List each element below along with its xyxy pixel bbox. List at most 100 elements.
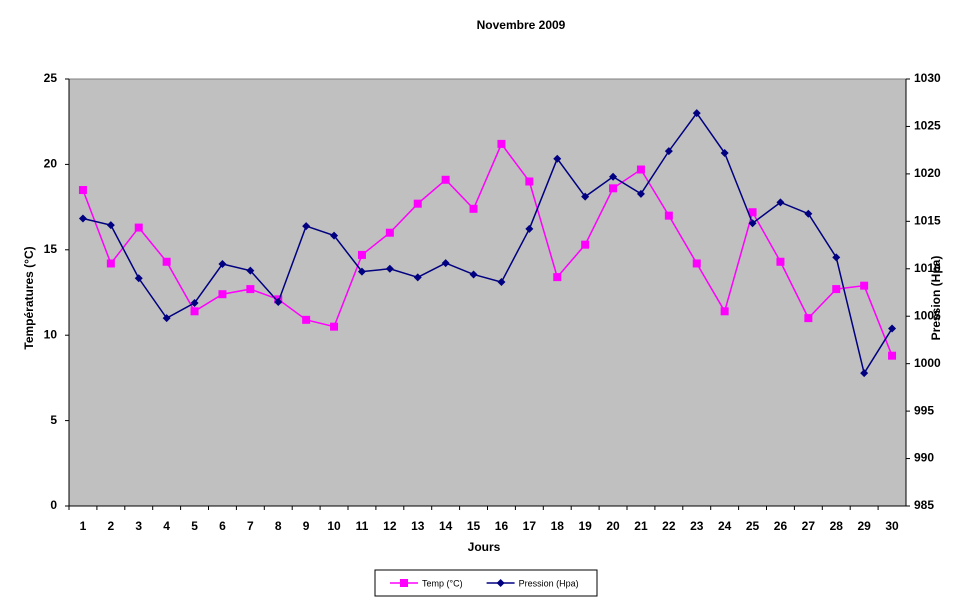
point [274, 297, 283, 306]
chart-title: Novembre 2009 [477, 18, 566, 32]
x-tick-label: 2 [108, 519, 115, 533]
x-tick-label: 29 [857, 519, 871, 533]
x-tick-label: 16 [495, 519, 509, 533]
x-tick-label: 24 [718, 519, 732, 533]
y-tick-label: 5 [50, 413, 57, 427]
y2-tick-label: 1015 [914, 214, 941, 228]
point [134, 274, 143, 283]
y-tick-label: 25 [44, 71, 58, 85]
point [664, 211, 673, 220]
point [553, 154, 562, 163]
point [720, 307, 729, 316]
point [720, 149, 729, 158]
point [832, 285, 841, 294]
point [636, 165, 645, 174]
legend-label: Pression (Hpa) [519, 578, 579, 588]
point [441, 259, 450, 268]
x-tick-label: 28 [830, 519, 844, 533]
y2-tick-label: 1025 [914, 119, 941, 133]
x-tick-label: 17 [523, 519, 537, 533]
point [525, 224, 534, 233]
y2-tick-label: 1005 [914, 308, 941, 322]
point [553, 273, 562, 282]
point [441, 175, 450, 184]
point [497, 139, 506, 148]
point [246, 266, 255, 275]
point [860, 281, 869, 290]
point [385, 228, 394, 237]
point [469, 270, 478, 279]
x-tick-label: 13 [411, 519, 425, 533]
x-tick-label: 26 [774, 519, 788, 533]
point [581, 192, 590, 201]
y2-tick-label: 995 [914, 403, 934, 417]
point [664, 147, 673, 156]
x-tick-label: 5 [191, 519, 198, 533]
x-tick-label: 9 [303, 519, 310, 533]
x-tick-label: 7 [247, 519, 254, 533]
legend-label: Temp (°C) [422, 578, 463, 588]
x-tick-label: 19 [578, 519, 592, 533]
x-tick-label: 23 [690, 519, 704, 533]
point [776, 198, 785, 207]
point [78, 186, 87, 195]
point [860, 369, 869, 378]
point [497, 278, 506, 287]
series-line [82, 111, 893, 376]
x-tick-label: 14 [439, 519, 453, 533]
point [748, 208, 757, 217]
point [302, 222, 311, 231]
x-tick-label: 1 [80, 519, 87, 533]
y2-tick-label: 1000 [914, 356, 941, 370]
legend-marker [400, 579, 408, 587]
point [106, 221, 115, 230]
x-tick-label: 11 [356, 519, 369, 533]
point [748, 219, 757, 228]
point [413, 273, 422, 282]
point [581, 240, 590, 249]
y-tick-label: 20 [44, 157, 58, 171]
point [357, 267, 366, 276]
point [413, 199, 422, 208]
point [190, 307, 199, 316]
point [330, 231, 339, 240]
point [692, 109, 701, 118]
point [609, 184, 618, 193]
point [804, 314, 813, 323]
y-tick-label: 0 [50, 498, 57, 512]
point [162, 314, 171, 323]
point [106, 259, 115, 268]
point [776, 257, 785, 266]
point [330, 322, 339, 331]
x-tick-label: 10 [327, 519, 341, 533]
point [302, 315, 311, 324]
x-tick-label: 21 [634, 519, 648, 533]
point [385, 264, 394, 273]
point [692, 259, 701, 268]
point [469, 204, 478, 213]
x-tick-label: 20 [606, 519, 620, 533]
y2-axis-title: Pression (Hpa) [929, 256, 943, 341]
point [609, 172, 618, 181]
point [246, 285, 255, 294]
y-axis-title: Températures (°C) [22, 246, 36, 349]
x-axis-title: Jours [468, 540, 501, 554]
x-tick-label: 18 [551, 519, 565, 533]
x-tick-label: 6 [219, 519, 226, 533]
y2-tick-label: 990 [914, 451, 934, 465]
x-tick-label: 12 [383, 519, 397, 533]
point [218, 260, 227, 269]
y2-tick-label: 1030 [914, 71, 941, 85]
point [162, 257, 171, 266]
y2-tick-label: 1020 [914, 166, 941, 180]
y2-tick-label: 1010 [914, 261, 941, 275]
point [218, 290, 227, 299]
point [832, 253, 841, 262]
x-tick-label: 15 [467, 519, 481, 533]
point [888, 351, 897, 360]
legend-marker [496, 579, 505, 587]
x-tick-label: 25 [746, 519, 760, 533]
x-tick-label: 4 [163, 519, 170, 533]
point [357, 250, 366, 259]
